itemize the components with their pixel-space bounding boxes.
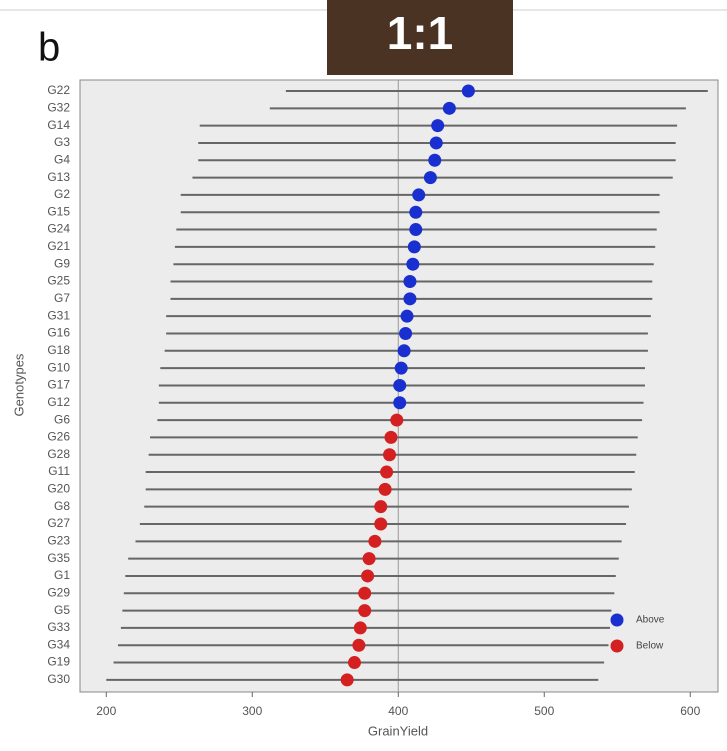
y-tick-label: G5: [54, 603, 70, 617]
y-tick-label: G6: [54, 412, 70, 426]
dot: [400, 309, 414, 323]
y-tick-label: G21: [47, 239, 70, 253]
x-axis-title: GrainYield: [368, 723, 428, 738]
y-tick-label: G22: [47, 83, 70, 97]
dot: [442, 101, 456, 115]
y-tick-label: G7: [54, 291, 70, 305]
dot: [393, 396, 407, 410]
x-tick-label: 500: [534, 704, 554, 718]
y-tick-label: G33: [47, 620, 70, 634]
y-tick-label: G28: [47, 447, 70, 461]
dot: [347, 656, 361, 670]
y-tick-label: G32: [47, 100, 70, 114]
dot: [394, 361, 408, 375]
dot: [393, 378, 407, 392]
dot: [358, 604, 372, 618]
dot: [407, 240, 421, 254]
y-tick-label: G13: [47, 170, 70, 184]
y-tick-label: G2: [54, 187, 70, 201]
dot: [353, 621, 367, 635]
dot: [362, 552, 376, 566]
dot: [368, 534, 382, 548]
dot: [429, 136, 443, 150]
y-tick-label: G26: [47, 430, 70, 444]
y-tick-label: G1: [54, 568, 70, 582]
dot: [399, 326, 413, 340]
dot: [461, 84, 475, 98]
y-tick-label: G14: [47, 118, 70, 132]
dot: [403, 292, 417, 306]
y-tick-label: G16: [47, 326, 70, 340]
dot: [340, 673, 354, 687]
y-tick-label: G18: [47, 343, 70, 357]
dot: [384, 430, 398, 444]
dot: [428, 153, 442, 167]
legend-marker: [610, 613, 624, 627]
y-tick-label: G24: [47, 222, 70, 236]
dot: [406, 257, 420, 271]
y-tick-label: G9: [54, 256, 70, 270]
legend-label: Below: [636, 641, 664, 652]
y-tick-label: G12: [47, 395, 70, 409]
dot: [409, 223, 423, 237]
dot: [409, 205, 423, 219]
dot: [397, 344, 411, 358]
dot: [423, 171, 437, 185]
x-tick-label: 300: [242, 704, 262, 718]
y-tick-label: G8: [54, 499, 70, 513]
y-tick-label: G23: [47, 533, 70, 547]
y-tick-label: G10: [47, 360, 70, 374]
y-axis-title: Genotypes: [11, 353, 26, 416]
y-tick-label: G25: [47, 274, 70, 288]
y-tick-label: G4: [54, 152, 70, 166]
panel-label: b: [38, 26, 60, 70]
badge: 1:1: [387, 7, 453, 59]
x-tick-label: 400: [388, 704, 408, 718]
legend-marker: [610, 639, 624, 653]
y-tick-label: G17: [47, 378, 70, 392]
y-tick-label: G3: [54, 135, 70, 149]
y-tick-label: G27: [47, 516, 70, 530]
y-tick-label: G19: [47, 655, 70, 669]
dot: [374, 517, 388, 531]
y-tick-label: G34: [47, 637, 70, 651]
y-tick-label: G29: [47, 585, 70, 599]
y-tick-label: G35: [47, 551, 70, 565]
dot: [352, 638, 366, 652]
x-tick-label: 600: [680, 704, 700, 718]
dot: [390, 413, 404, 427]
dot: [374, 500, 388, 514]
y-tick-label: G31: [47, 308, 70, 322]
dot: [380, 465, 394, 479]
dot: [412, 188, 426, 202]
dot: [378, 482, 392, 496]
dot: [431, 119, 445, 133]
legend-label: Above: [636, 615, 665, 626]
dot: [361, 569, 375, 583]
y-tick-label: G20: [47, 482, 70, 496]
y-tick-label: G11: [48, 464, 70, 478]
dot: [403, 275, 417, 289]
dot: [383, 448, 397, 462]
badge-box: [327, 0, 513, 75]
y-tick-label: G30: [47, 672, 70, 686]
y-tick-label: G15: [47, 204, 70, 218]
x-tick-label: 200: [96, 704, 116, 718]
dot: [358, 586, 372, 600]
